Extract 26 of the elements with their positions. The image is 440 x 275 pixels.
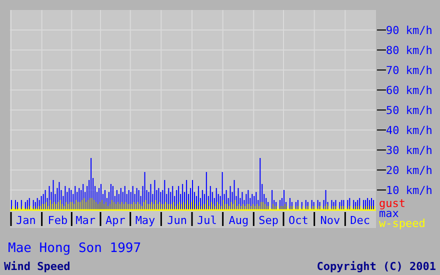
x-tick-label: Dec — [350, 214, 370, 227]
x-tick-label: Oct — [288, 214, 308, 227]
text: Copyright (C) 2001 — [316, 260, 436, 273]
x-tick-label: Sep — [258, 214, 279, 227]
x-tick-label: Jun — [167, 214, 188, 227]
y-tick-label: 10 km/h — [386, 184, 432, 197]
x-tick-label: Jan — [16, 214, 36, 227]
text: Mae Hong Son 1997 — [8, 241, 142, 256]
y-tick-label: 90 km/h — [386, 24, 432, 37]
legend-label: gust — [379, 197, 406, 210]
x-tick-label: Mar — [76, 214, 96, 227]
text: Wind Speed — [4, 260, 70, 273]
x-tick-label: Nov — [320, 214, 341, 227]
y-tick-label: 70 km/h — [386, 64, 432, 77]
x-tick-label: Apr — [105, 214, 126, 227]
x-tick-label: May — [135, 214, 156, 227]
x-tick-label: Aug — [228, 214, 249, 227]
y-tick-label: 80 km/h — [386, 44, 432, 57]
y-tick-label: 60 km/h — [386, 84, 432, 97]
y-tick-label: 50 km/h — [386, 104, 432, 117]
y-tick-label: 30 km/h — [386, 144, 432, 157]
x-tick-label: Feb — [48, 214, 68, 227]
y-tick-label: 20 km/h — [386, 164, 432, 177]
y-tick-label: 40 km/h — [386, 124, 432, 137]
x-tick-label: Jul — [196, 214, 217, 227]
series-label: w-speed — [379, 217, 426, 230]
